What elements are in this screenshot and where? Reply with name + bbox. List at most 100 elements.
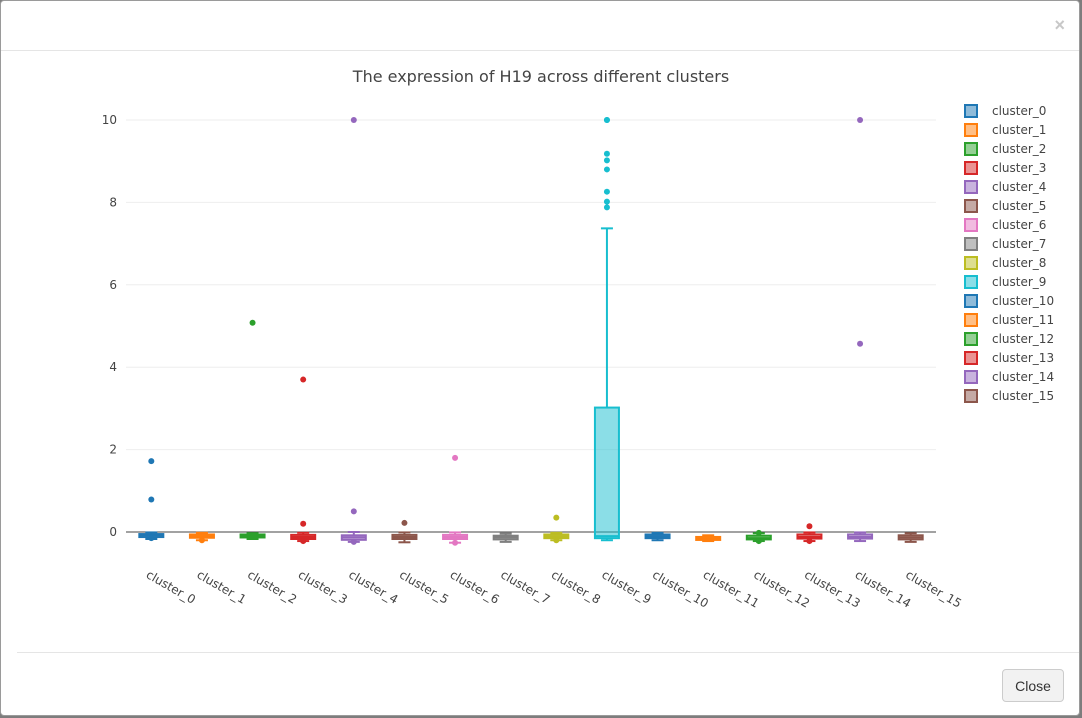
legend-swatch xyxy=(964,237,978,251)
legend-label: cluster_6 xyxy=(992,218,1046,232)
legend-swatch xyxy=(964,332,978,346)
outlier-point xyxy=(300,520,307,527)
legend-swatch xyxy=(964,180,978,194)
legend-item-cluster_4: cluster_4 xyxy=(964,180,1046,194)
grid-lines xyxy=(126,119,936,533)
outlier-point xyxy=(603,117,610,123)
box-cluster_13 xyxy=(796,523,823,545)
x-tick-label: cluster_6 xyxy=(448,567,502,606)
box-cluster_7 xyxy=(492,532,519,543)
outlier-point xyxy=(553,537,560,544)
legend-item-cluster_11: cluster_11 xyxy=(964,313,1054,327)
close-button[interactable]: Close xyxy=(1002,669,1064,702)
outlier-point xyxy=(350,117,357,123)
box-cluster_1 xyxy=(188,531,215,544)
chart-title: The expression of H19 across different c… xyxy=(352,67,729,86)
legend-swatch xyxy=(964,313,978,327)
y-tick-label: 4 xyxy=(109,360,117,374)
x-axis: cluster_0cluster_1cluster_2cluster_3clus… xyxy=(144,567,964,610)
outlier-point xyxy=(755,529,762,536)
box-cluster_6 xyxy=(442,454,469,546)
outlier-point xyxy=(857,340,864,347)
x-tick-label: cluster_1 xyxy=(194,567,248,606)
y-tick-label: 0 xyxy=(109,525,117,539)
legend-swatch xyxy=(964,370,978,384)
outlier-point xyxy=(148,458,155,465)
legend-label: cluster_0 xyxy=(992,104,1046,118)
x-tick-label: cluster_8 xyxy=(549,567,603,606)
legend-item-cluster_0: cluster_0 xyxy=(964,104,1046,118)
legend-item-cluster_15: cluster_15 xyxy=(964,389,1054,403)
box-cluster_14 xyxy=(847,117,874,543)
x-tick-label: cluster_11 xyxy=(701,567,762,610)
outlier-point xyxy=(249,319,256,326)
outlier-point xyxy=(300,538,307,545)
legend-item-cluster_12: cluster_12 xyxy=(964,332,1054,346)
outlier-point xyxy=(603,188,610,195)
box-cluster_5 xyxy=(391,519,418,544)
x-tick-label: cluster_3 xyxy=(296,567,350,606)
x-tick-label: cluster_12 xyxy=(751,567,812,610)
outlier-point xyxy=(806,523,813,530)
box-series xyxy=(138,117,924,546)
box-cluster_4 xyxy=(340,117,367,545)
outlier-point xyxy=(806,538,813,545)
legend-item-cluster_3: cluster_3 xyxy=(964,161,1046,175)
outlier-point xyxy=(857,117,864,123)
x-tick-label: cluster_9 xyxy=(599,567,653,606)
box-cluster_9 xyxy=(593,117,620,542)
outlier-point xyxy=(603,150,610,157)
outlier-point xyxy=(350,538,357,545)
legend-label: cluster_13 xyxy=(992,351,1054,365)
legend-label: cluster_11 xyxy=(992,313,1054,327)
legend-label: cluster_3 xyxy=(992,161,1046,175)
y-tick-label: 6 xyxy=(109,278,117,292)
box-cluster_12 xyxy=(745,529,772,545)
modal-header: × xyxy=(1,1,1079,51)
close-icon[interactable]: × xyxy=(1054,15,1065,35)
legend-label: cluster_4 xyxy=(992,180,1046,194)
outlier-point xyxy=(198,537,205,544)
y-axis: 0 2 4 6 8 10 xyxy=(102,113,117,539)
x-tick-label: cluster_13 xyxy=(802,567,863,610)
legend-label: cluster_14 xyxy=(992,370,1054,384)
legend-swatch xyxy=(964,104,978,118)
outlier-point xyxy=(452,454,459,461)
legend-item-cluster_10: cluster_10 xyxy=(964,294,1054,308)
box-iqr xyxy=(593,406,620,540)
legend-swatch xyxy=(964,256,978,270)
box-cluster_8 xyxy=(543,514,570,544)
outlier-point xyxy=(401,519,408,526)
outlier-point xyxy=(755,538,762,545)
legend: cluster_0 cluster_1 cluster_2 cluster_3clus… xyxy=(964,104,1054,403)
x-tick-label: cluster_2 xyxy=(245,567,299,606)
outlier-point xyxy=(603,157,610,164)
legend-item-cluster_13: cluster_13 xyxy=(964,351,1054,365)
legend-label: cluster_15 xyxy=(992,389,1054,403)
legend-item-cluster_6: cluster_6 xyxy=(964,218,1046,232)
legend-label: cluster_10 xyxy=(992,294,1054,308)
outlier-point xyxy=(603,204,610,211)
modal-footer: Close xyxy=(17,652,1079,717)
legend-label: cluster_9 xyxy=(992,275,1046,289)
x-tick-label: cluster_15 xyxy=(903,567,964,610)
legend-swatch xyxy=(964,389,978,403)
box-cluster_2 xyxy=(239,319,266,541)
y-tick-label: 10 xyxy=(102,113,117,127)
legend-swatch xyxy=(964,275,978,289)
legend-label: cluster_5 xyxy=(992,199,1046,213)
box-cluster_10 xyxy=(644,531,671,542)
legend-item-cluster_14: cluster_14 xyxy=(964,370,1054,384)
legend-swatch xyxy=(964,123,978,137)
box-cluster_0 xyxy=(138,458,165,542)
outlier-point xyxy=(300,376,307,383)
x-tick-label: cluster_4 xyxy=(346,567,400,606)
box-plot-chart: The expression of H19 across different c… xyxy=(102,67,1054,611)
legend-item-cluster_2: cluster_2 xyxy=(964,142,1046,156)
outlier-point xyxy=(603,166,610,173)
legend-item-cluster_8: cluster_8 xyxy=(964,256,1046,270)
x-tick-label: cluster_14 xyxy=(853,567,914,610)
outlier-point xyxy=(148,535,155,542)
outlier-point xyxy=(148,496,155,503)
